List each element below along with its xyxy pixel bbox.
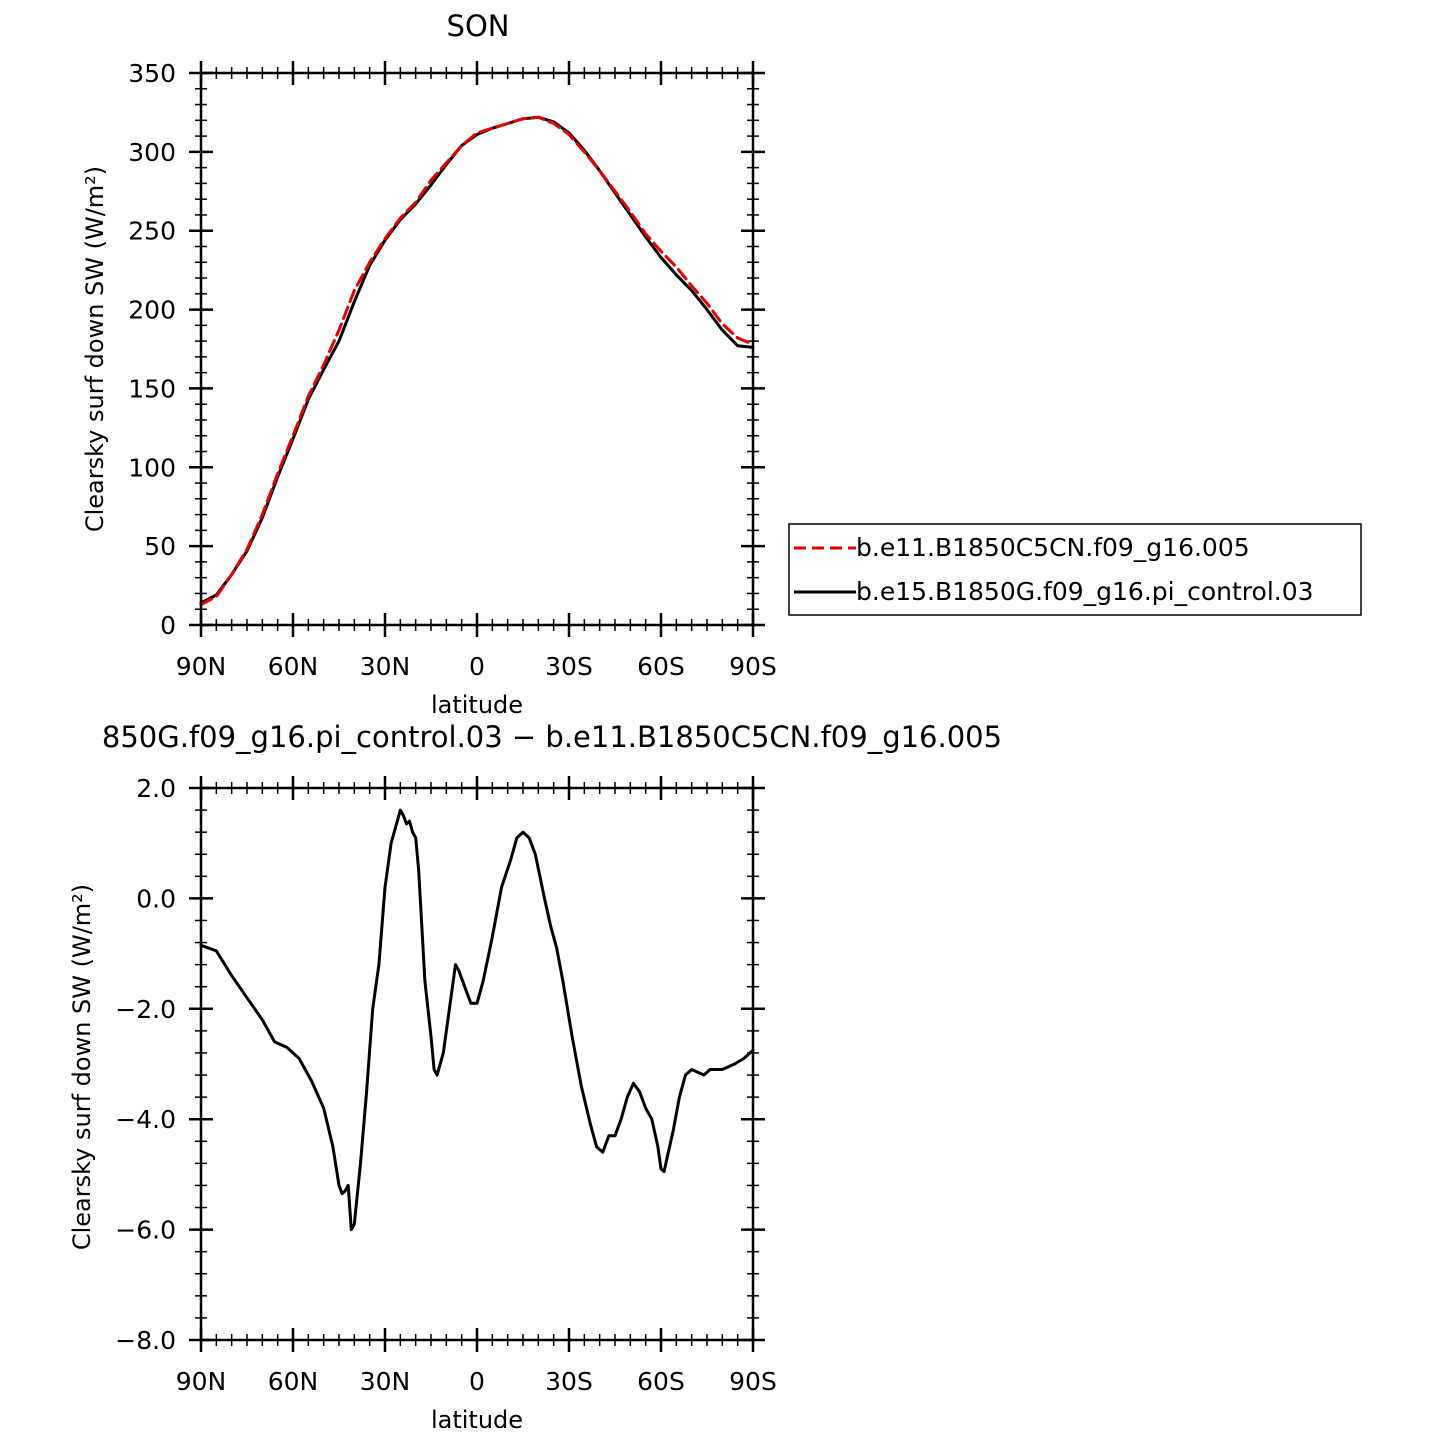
bottom-y-tick-label: −4.0 [115, 1105, 176, 1134]
bottom-x-tick-label: 60N [268, 1367, 319, 1396]
top-x-tick-label: 30N [360, 652, 411, 681]
bottom-y-tick-label: −2.0 [115, 995, 176, 1024]
top-series-lines [199, 115, 755, 606]
bottom-x-tick-labels: 90N 60N 30N 0 30S 60S 90S [176, 1367, 777, 1396]
bottom-y-axis-label: Clearsky surf down SW (W/m²) [68, 884, 96, 1250]
top-y-tick-label: 100 [128, 453, 176, 482]
bottom-x-tick-label: 60S [637, 1367, 685, 1396]
bottom-series-lines [199, 808, 755, 1232]
bottom-y-tick-label: 2.0 [136, 774, 176, 803]
top-plot-frame [199, 71, 755, 627]
top-panel: SON 0 50 100 150 200 250 300 350 90N 60N 30N 0 30S 6… [81, 9, 777, 719]
top-axis-ticks [189, 61, 765, 637]
top-y-tick-label: 150 [128, 374, 176, 403]
top-x-tick-label: 60S [637, 652, 685, 681]
top-y-tick-label: 0 [160, 611, 176, 640]
bottom-axis-ticks [189, 776, 765, 1352]
bottom-chart-title: 850G.f09_g16.pi_control.03 − b.e11.B1850… [102, 720, 1002, 754]
top-chart-title: SON [447, 9, 510, 43]
top-x-tick-labels: 90N 60N 30N 0 30S 60S 90S [176, 652, 777, 681]
legend-label-series-1: b.e11.B1850C5CN.f09_g16.005 [856, 533, 1250, 562]
bottom-plot-frame [199, 786, 755, 1342]
top-x-tick-label: 30S [545, 652, 593, 681]
bottom-x-tick-label: 90S [729, 1367, 777, 1396]
bottom-panel: 850G.f09_g16.pi_control.03 − b.e11.B1850… [68, 720, 1002, 1434]
top-x-tick-label: 0 [469, 652, 485, 681]
bottom-y-tick-label: −6.0 [115, 1216, 176, 1245]
bottom-x-tick-label: 30N [360, 1367, 411, 1396]
legend-box [788, 523, 1362, 616]
series-line-b-e15 [199, 115, 755, 605]
bottom-x-tick-label: 90N [176, 1367, 227, 1396]
series-line-b-e11 [199, 115, 755, 606]
top-y-tick-label: 300 [128, 138, 176, 167]
legend: b.e11.B1850C5CN.f09_g16.005 b.e15.B1850G… [788, 523, 1362, 616]
legend-label-series-2: b.e15.B1850G.f09_g16.pi_control.03 [856, 577, 1314, 606]
top-x-tick-label: 60N [268, 652, 319, 681]
top-x-tick-label: 90S [729, 652, 777, 681]
bottom-y-tick-label: −8.0 [115, 1326, 176, 1355]
top-y-tick-labels: 0 50 100 150 200 250 300 350 [128, 59, 176, 640]
top-x-axis-label: latitude [431, 691, 523, 719]
top-x-tick-label: 90N [176, 652, 227, 681]
bottom-y-tick-labels: −8.0 −6.0 −4.0 −2.0 0.0 2.0 [115, 774, 176, 1355]
bottom-x-axis-label: latitude [431, 1406, 523, 1434]
top-y-tick-label: 250 [128, 217, 176, 246]
top-y-tick-label: 200 [128, 296, 176, 325]
bottom-x-tick-label: 0 [469, 1367, 485, 1396]
series-line-difference [199, 808, 755, 1232]
top-y-axis-label: Clearsky surf down SW (W/m²) [81, 166, 109, 532]
bottom-y-tick-label: 0.0 [136, 884, 176, 913]
top-y-tick-label: 350 [128, 59, 176, 88]
bottom-x-tick-label: 30S [545, 1367, 593, 1396]
top-y-tick-label: 50 [144, 532, 176, 561]
